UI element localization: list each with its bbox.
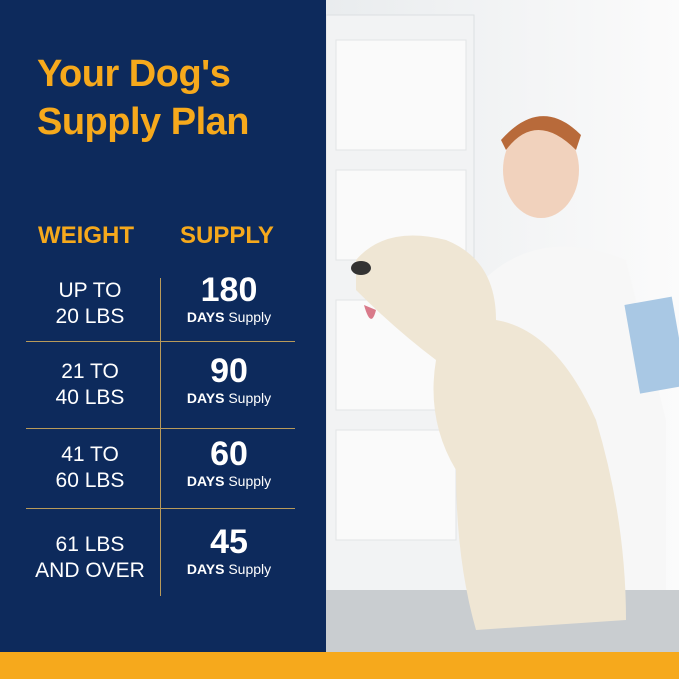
photo-illustration: [325, 14, 679, 652]
weight-cell: UP TO 20 LBS: [55, 279, 125, 328]
title-line: Supply Plan: [37, 101, 249, 143]
row-divider: [26, 341, 295, 342]
supply-cell: 45 DAYS Supply: [186, 523, 272, 577]
supply-header: SUPPLY: [180, 222, 274, 249]
page-title: Your Dog's Supply Plan: [37, 50, 249, 146]
vet-with-dog-photo: [325, 0, 679, 652]
row-divider: [26, 508, 295, 509]
supply-cell: 60 DAYS Supply: [186, 435, 272, 489]
supply-cell: 180 DAYS Supply: [186, 271, 272, 325]
weight-header: WEIGHT: [38, 222, 134, 249]
supply-cell: 90 DAYS Supply: [186, 352, 272, 406]
weight-cell: 41 TO 60 LBS: [55, 443, 125, 492]
bottom-accent-bar: [0, 652, 679, 679]
title-line: Your Dog's: [37, 53, 231, 95]
column-divider: [160, 278, 161, 596]
weight-cell: 61 LBS AND OVER: [35, 533, 145, 582]
supply-plan-panel: Your Dog's Supply Plan WEIGHT SUPPLY UP …: [0, 0, 326, 652]
row-divider: [26, 428, 295, 429]
weight-cell: 21 TO 40 LBS: [55, 360, 125, 409]
